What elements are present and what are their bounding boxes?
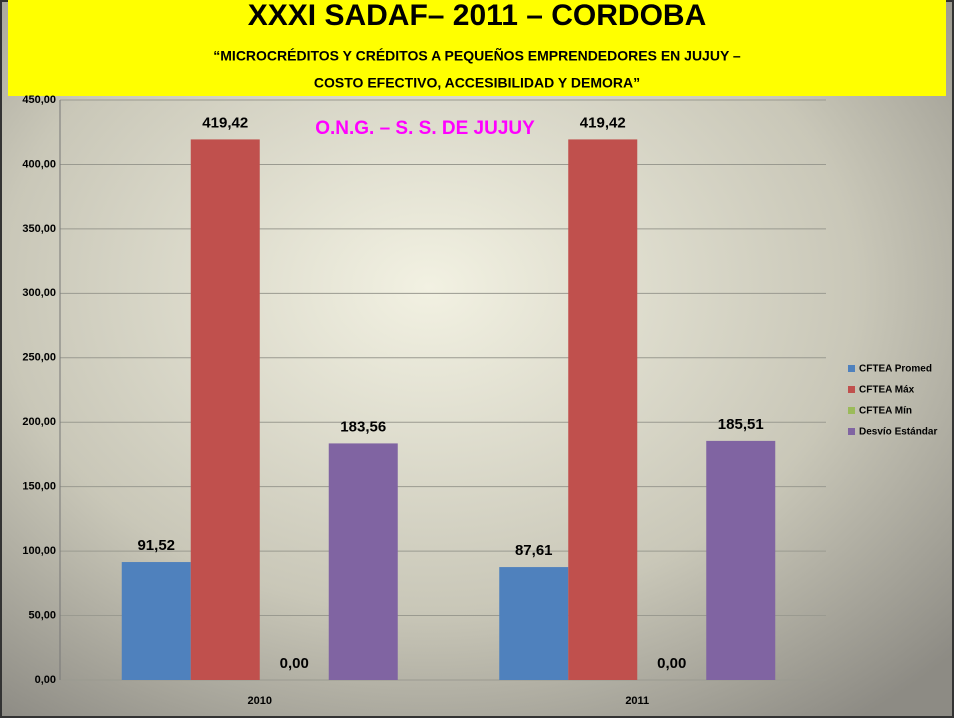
bar <box>121 562 191 680</box>
legend-label: CFTEA Promed <box>859 364 932 375</box>
value-label: 87,61 <box>515 542 553 559</box>
y-tick-label: 300,00 <box>22 287 56 299</box>
legend-swatch <box>848 407 855 414</box>
legend-label: CFTEA Mín <box>859 406 912 417</box>
chart-title: XXXI SADAF– 2011 – CORDOBA <box>248 0 706 32</box>
y-tick-label: 450,00 <box>22 94 56 106</box>
y-tick-label: 0,00 <box>35 674 56 686</box>
bar <box>499 567 569 680</box>
value-label: 0,00 <box>280 655 309 672</box>
y-tick-label: 50,00 <box>28 609 56 621</box>
legend-swatch <box>848 365 855 372</box>
legend-label: Desvío Estándar <box>859 427 937 438</box>
legend-swatch <box>848 386 855 393</box>
value-label: 91,52 <box>137 537 175 554</box>
value-label: 183,56 <box>340 418 386 435</box>
subtitle-line: COSTO EFECTIVO, ACCESIBILIDAD Y DEMORA” <box>314 75 640 91</box>
y-tick-label: 350,00 <box>22 223 56 235</box>
bar <box>568 139 638 681</box>
x-tick-label: 2010 <box>248 695 272 707</box>
y-tick-label: 100,00 <box>22 545 56 557</box>
value-label: 185,51 <box>718 416 764 433</box>
legend-label: CFTEA Máx <box>859 385 915 396</box>
y-tick-label: 150,00 <box>22 481 56 493</box>
legend-swatch <box>848 428 855 435</box>
value-label: 0,00 <box>657 655 686 672</box>
value-label: 419,42 <box>202 114 248 131</box>
y-tick-label: 200,00 <box>22 416 56 428</box>
y-tick-label: 250,00 <box>22 352 56 364</box>
y-tick-label: 400,00 <box>22 158 56 170</box>
bar <box>706 440 776 680</box>
bar <box>328 443 398 680</box>
subtitle-line: “MICROCRÉDITOS Y CRÉDITOS A PEQUEÑOS EMP… <box>213 47 741 64</box>
annotation: O.N.G. – S. S. DE JUJUY <box>315 118 535 139</box>
value-label: 419,42 <box>580 114 626 131</box>
title-banner <box>8 0 946 96</box>
x-tick-label: 2011 <box>625 695 649 707</box>
bar <box>190 139 260 681</box>
